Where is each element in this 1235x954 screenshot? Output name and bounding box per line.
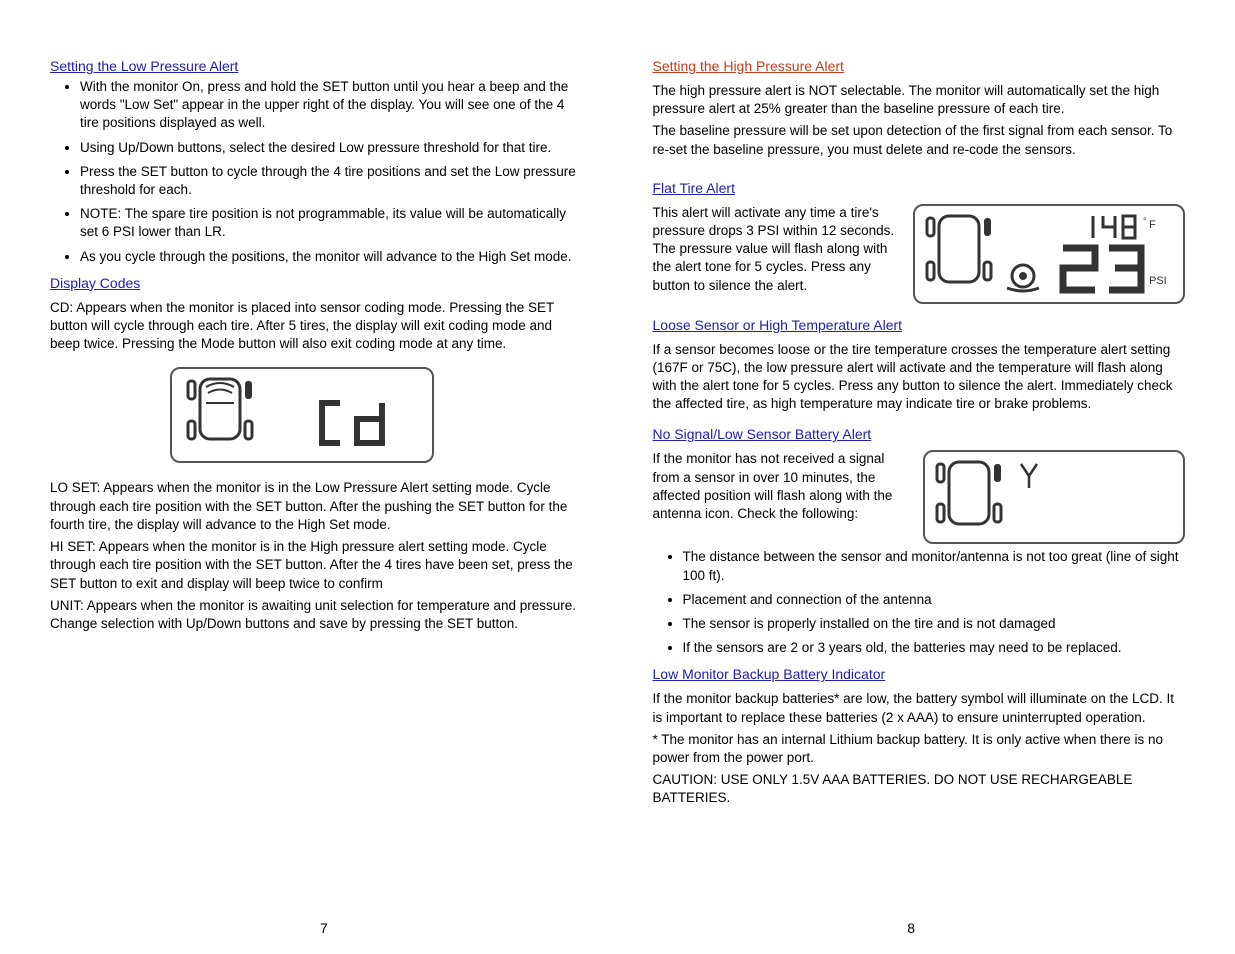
- temp-unit-f: F: [1149, 219, 1156, 231]
- list-item: As you cycle through the positions, the …: [80, 248, 583, 266]
- list-item: Press the SET button to cycle through th…: [80, 163, 583, 199]
- lcd-nosignal-svg: [925, 452, 1183, 542]
- paragraph-high1: The high pressure alert is NOT selectabl…: [653, 82, 1186, 118]
- lcd-cd-svg: [172, 369, 432, 461]
- list-item: With the monitor On, press and hold the …: [80, 78, 583, 133]
- heading-low-monitor-battery: Low Monitor Backup Battery Indicator: [653, 665, 886, 684]
- low-pressure-steps-list: With the monitor On, press and hold the …: [50, 78, 583, 266]
- paragraph-caution: CAUTION: USE ONLY 1.5V AAA BATTERIES. DO…: [653, 771, 1186, 807]
- paragraph-lowbat1: If the monitor backup batteries* are low…: [653, 690, 1186, 726]
- heading-no-signal: No Signal/Low Sensor Battery Alert: [653, 425, 872, 444]
- paragraph-unit: UNIT: Appears when the monitor is awaiti…: [50, 597, 583, 633]
- page-number-right: 8: [907, 920, 915, 936]
- heading-display-codes: Display Codes: [50, 274, 140, 293]
- lcd-flat-svg: ° F PSI: [915, 206, 1183, 302]
- left-column: Setting the Low Pressure Alert With the …: [50, 55, 583, 914]
- heading-loose-sensor: Loose Sensor or High Temperature Alert: [653, 316, 903, 335]
- lcd-display-cd: [170, 367, 434, 463]
- paragraph-lowbat2: * The monitor has an internal Lithium ba…: [653, 731, 1186, 767]
- paragraph-high2: The baseline pressure will be set upon d…: [653, 122, 1186, 158]
- right-column: Setting the High Pressure Alert The high…: [653, 55, 1186, 914]
- nosignal-checklist: The distance between the sensor and moni…: [653, 548, 1186, 657]
- heading-flat-tire: Flat Tire Alert: [653, 179, 735, 198]
- list-item: Using Up/Down buttons, select the desire…: [80, 139, 583, 157]
- heading-high-pressure-alert: Setting the High Pressure Alert: [653, 57, 844, 76]
- lcd-display-flat: ° F PSI: [913, 204, 1185, 304]
- psi-label: PSI: [1149, 275, 1167, 287]
- lcd-display-nosignal: [923, 450, 1185, 544]
- paragraph-hiset: HI SET: Appears when the monitor is in t…: [50, 538, 583, 593]
- paragraph-loset: LO SET: Appears when the monitor is in t…: [50, 479, 583, 534]
- paragraph-loose: If a sensor becomes loose or the tire te…: [653, 341, 1186, 414]
- heading-low-pressure-alert: Setting the Low Pressure Alert: [50, 57, 238, 76]
- page-number-left: 7: [320, 920, 328, 936]
- paragraph-cd: CD: Appears when the monitor is placed i…: [50, 299, 583, 354]
- list-item: NOTE: The spare tire position is not pro…: [80, 205, 583, 241]
- temp-unit-label: °: [1143, 216, 1147, 226]
- list-item: The distance between the sensor and moni…: [683, 548, 1186, 584]
- list-item: The sensor is properly installed on the …: [683, 615, 1186, 633]
- list-item: If the sensors are 2 or 3 years old, the…: [683, 639, 1186, 657]
- list-item: Placement and connection of the antenna: [683, 591, 1186, 609]
